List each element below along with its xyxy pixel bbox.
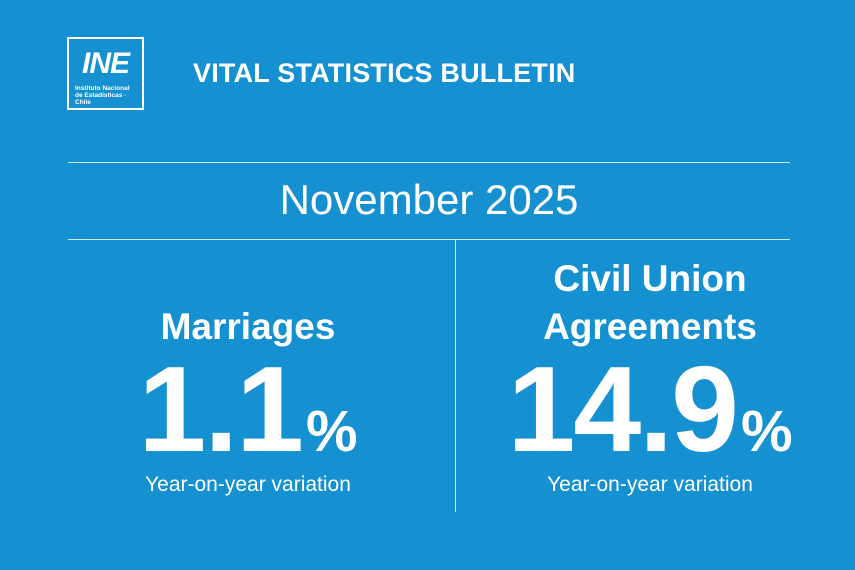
stat-label: Civil Union Agreements xyxy=(455,255,845,351)
period: November 2025 xyxy=(279,176,579,223)
stat-unit: % xyxy=(306,399,358,464)
stat-value-row: 14.9% xyxy=(455,339,845,479)
title: VITAL STATISTICS BULLETIN xyxy=(193,58,576,88)
stat-value: 14.9 xyxy=(507,341,738,477)
logo-mark: INE xyxy=(81,47,130,80)
rule xyxy=(68,162,790,163)
stat-value: 1.1 xyxy=(138,341,304,477)
logo: INE Instituto Nacional de Estadísticas ·… xyxy=(67,37,144,110)
stat-panel: Civil Union Agreements 14.9% Year-on-year v… xyxy=(455,255,845,497)
divider xyxy=(455,240,456,512)
stat-label-line: Marriages xyxy=(160,306,336,347)
stat-label-line: Agreements xyxy=(543,306,757,347)
stat-unit: % xyxy=(740,399,793,464)
stat-label: Marriages xyxy=(53,255,443,351)
stat-caption: Year-on-year variation xyxy=(145,473,351,496)
stat-panel: Marriages 1.1% Year-on-year variation xyxy=(53,255,443,497)
logo-caption: Instituto Nacional de Estadísticas · Chi… xyxy=(75,85,130,106)
rule xyxy=(68,239,790,240)
stat-label-line: Civil Union xyxy=(553,258,747,299)
stat-caption: Year-on-year variation xyxy=(547,473,753,496)
stat-value-row: 1.1% xyxy=(53,339,443,479)
